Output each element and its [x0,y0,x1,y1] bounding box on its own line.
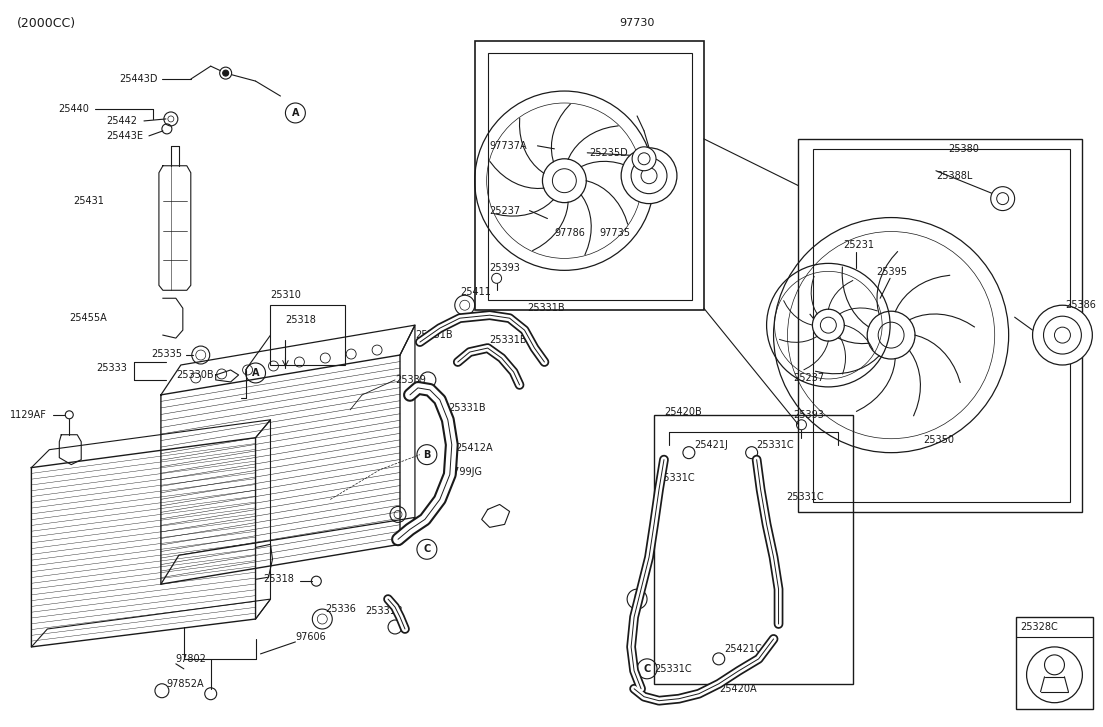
Text: 25331C: 25331C [654,664,692,674]
Circle shape [223,70,228,76]
Text: 25331B: 25331B [448,403,485,413]
Circle shape [631,158,667,193]
Text: 97730: 97730 [619,18,654,28]
Text: 25237: 25237 [490,206,521,216]
Bar [488,53,692,300]
Text: 25386: 25386 [1065,300,1096,310]
Circle shape [553,169,577,193]
Circle shape [990,187,1015,211]
Text: 25331B: 25331B [365,606,403,616]
Text: 25350: 25350 [923,435,954,445]
Text: 1129AF: 1129AF [10,410,46,419]
Text: 97737A: 97737A [490,141,527,150]
Circle shape [813,309,844,341]
Text: A: A [291,108,299,118]
Text: 25388L: 25388L [936,171,973,181]
Circle shape [543,158,587,203]
Text: 25421J: 25421J [694,440,728,450]
Text: 25412A: 25412A [454,443,492,453]
Text: 25331C: 25331C [757,440,794,450]
Bar [654,415,854,684]
Text: 25336: 25336 [325,604,356,614]
Text: 25443D: 25443D [119,74,158,84]
Text: 97786: 97786 [555,228,586,238]
Text: 25333: 25333 [96,363,127,373]
Text: C: C [424,545,430,554]
Text: 25411: 25411 [460,287,491,297]
Text: 25431: 25431 [73,196,104,206]
Circle shape [65,411,73,419]
Text: 25393: 25393 [490,263,521,273]
Circle shape [1043,316,1081,354]
Text: B: B [424,450,430,459]
Bar [474,41,704,310]
Text: 25393: 25393 [793,410,824,419]
Text: 25328C: 25328C [1020,622,1059,632]
Text: 97606: 97606 [296,632,326,642]
Circle shape [878,322,904,348]
Text: 25380: 25380 [947,144,978,154]
Text: 25237: 25237 [793,373,825,383]
Text: 97802: 97802 [175,654,206,664]
Text: 25339: 25339 [395,375,426,385]
Text: 25420A: 25420A [719,684,757,694]
Text: 25331C: 25331C [657,473,695,483]
Text: 25318: 25318 [264,574,295,585]
Text: 25331B: 25331B [527,303,565,313]
Text: 25421C: 25421C [724,644,761,654]
Text: 97735: 97735 [599,228,630,238]
Text: 25330B: 25330B [175,370,214,380]
Text: 25442: 25442 [106,116,137,126]
Text: 25395: 25395 [876,268,907,277]
Text: 25335: 25335 [151,349,182,359]
Circle shape [632,147,656,171]
Text: 25420B: 25420B [664,407,702,417]
Text: 25443E: 25443E [106,131,143,141]
Text: 97852A: 97852A [165,679,204,688]
Text: 25318: 25318 [286,316,317,325]
Text: 25331B: 25331B [490,335,527,345]
Text: 25440: 25440 [58,104,89,114]
Circle shape [621,148,677,204]
Circle shape [219,67,232,79]
Text: 25331B: 25331B [415,330,452,340]
Text: C: C [643,664,651,674]
Text: A: A [251,368,259,378]
Bar [1016,617,1093,709]
Circle shape [867,311,915,359]
Text: 25235D: 25235D [589,148,628,158]
Text: (2000CC): (2000CC) [17,17,76,30]
Text: 1799JG: 1799JG [448,467,483,477]
Text: B: B [633,594,641,604]
Bar [813,149,1070,502]
Text: 25231: 25231 [844,241,875,251]
Circle shape [1032,305,1092,365]
Text: 25455A: 25455A [69,313,107,324]
Bar [799,139,1082,513]
Bar [270,305,345,365]
Text: 25310: 25310 [270,290,301,300]
Text: 25331C: 25331C [786,492,824,502]
